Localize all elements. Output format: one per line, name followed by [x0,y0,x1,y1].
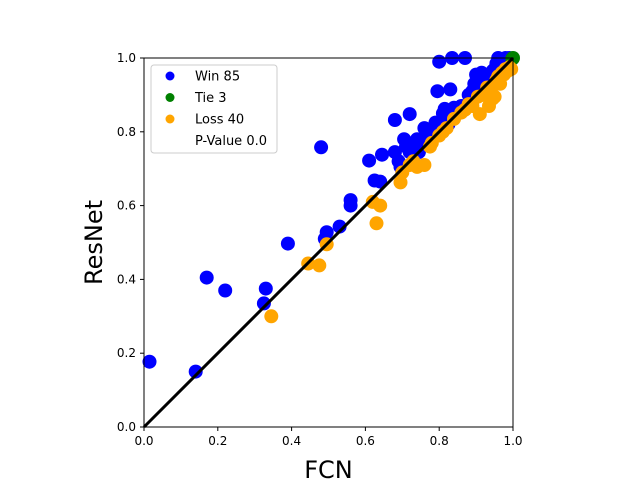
legend-marker [165,71,175,81]
point-series2-36 [435,124,450,139]
legend-label: Win 85 [195,70,240,85]
legend-label: Loss 40 [195,113,244,128]
x-tick-label: 0.4 [282,434,301,448]
legend-label: Tie 3 [194,91,227,106]
plot-frame [143,57,514,428]
y-tick-label: 0.8 [117,125,136,139]
x-tick-label: 0.8 [430,434,449,448]
point-series0-15 [373,174,388,189]
point-series0-18 [387,113,402,127]
point-series0-12 [343,198,358,213]
point-series2-2 [312,258,327,273]
point-series0-3 [218,283,233,298]
point-series0-23 [402,107,417,122]
point-series0-16 [375,147,389,162]
point-series2-34 [470,89,485,104]
point-series2-0 [264,309,279,324]
point-series0-10 [332,219,347,234]
point-series2-32 [504,62,519,77]
point-series2-18 [472,107,487,122]
y-tick-label: 0.6 [117,199,136,213]
point-series0-32 [430,84,445,99]
y-tick-label: 1.0 [117,51,136,65]
diagonal-line [142,56,515,429]
point-series0-38 [443,82,458,97]
y-tick-label: 0.2 [117,346,136,360]
point-series2-4 [369,216,384,231]
y-tick-label: 0.0 [117,420,136,434]
point-series2-37 [406,154,421,169]
x-axis-label: FCN [304,456,353,480]
x-tick-label: 0.6 [356,434,375,448]
x-tick-label: 0.0 [134,434,153,448]
point-series0-5 [258,281,273,296]
y-ticks: 0.0 0.2 0.4 0.6 0.8 1.0 [117,51,144,434]
y-axis-label: ResNet [80,200,108,285]
point-series2-38 [365,194,380,209]
point-series2-35 [454,105,469,120]
x-tick-label: 0.2 [208,434,227,448]
y-tick-label: 0.4 [117,272,136,286]
point-series0-13 [362,153,377,168]
point-series0-9 [319,225,334,240]
x-ticks: 0.0 0.2 0.4 0.6 0.8 1.0 [134,427,523,448]
legend-box [150,64,278,154]
legend-marker [165,114,175,124]
legend: Win 85 Tie 3 Loss 40 P-Value 0.0 [150,64,278,154]
point-series0-4 [256,296,271,311]
legend-label: P-Value 0.0 [195,134,267,149]
point-series0-1 [188,364,203,379]
point-series0-33 [432,54,447,69]
diagonal-layer [142,56,515,429]
point-series2-33 [480,80,495,95]
point-series0-7 [314,140,329,155]
point-series0-2 [199,270,214,285]
point-series0-0 [142,354,157,369]
legend-marker [165,93,175,102]
point-series2-39 [395,165,410,180]
point-series2-9 [417,158,432,172]
point-series0-6 [280,236,295,251]
x-tick-label: 1.0 [503,434,522,448]
